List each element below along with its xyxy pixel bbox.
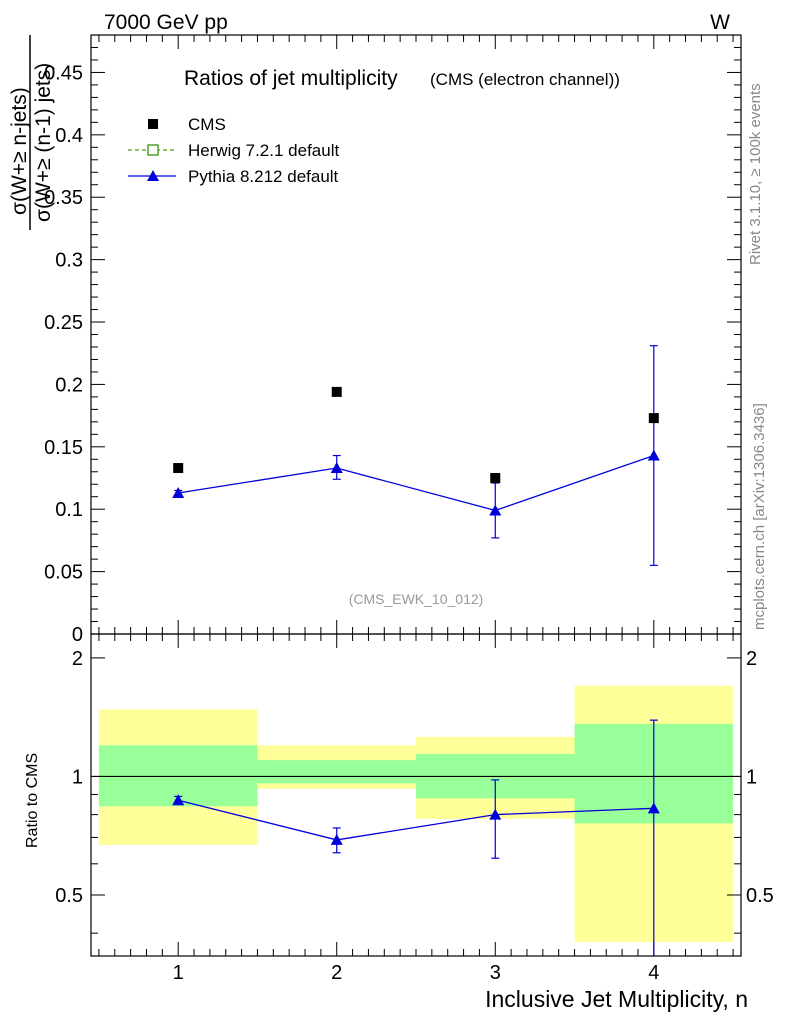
legend-marker-pythia: [147, 170, 159, 181]
ratio-pythia-point: [172, 794, 185, 806]
main-y-tick-label: 0: [72, 624, 83, 646]
ratio-y-tick-label-right: 0.5: [746, 885, 774, 907]
chart-subtitle: (CMS (electron channel)): [430, 70, 620, 89]
main-y-tick-label: 0.3: [55, 250, 83, 272]
ratio-y-tick-label: 2: [72, 648, 83, 670]
legend-label-cms: CMS: [188, 115, 226, 134]
pythia-point: [172, 486, 185, 498]
cms-point: [490, 473, 501, 484]
x-tick-labels: 1 2 3 4: [173, 962, 660, 984]
legend-label-herwig: Herwig 7.2.1 default: [188, 141, 339, 160]
ratio-y-tick-label: 0.5: [55, 885, 83, 907]
pythia-point: [489, 504, 502, 516]
ratio-bands: [98, 685, 734, 942]
ratio-frame: [90, 633, 742, 957]
x-tick-label: 2: [331, 962, 342, 984]
ratio-panel: 0.5 0.5 1 1 2 2 1 2 3 4: [55, 633, 774, 984]
ratio-series: [172, 719, 660, 956]
ratio-y-tick-labels: 0.5 0.5 1 1 2 2: [55, 648, 774, 907]
ratio-y-tick-label-right: 2: [746, 648, 757, 670]
pythia-point: [330, 462, 343, 474]
legend-label-pythia: Pythia 8.212 default: [188, 167, 339, 186]
ylabel-numerator: σ(W+≥ n-jets): [8, 87, 31, 215]
rivet-label: Rivet 3.1.10, ≥ 100k events: [747, 83, 764, 265]
main-y-tick-label: 0.45: [44, 62, 83, 84]
ratio-axis-ticks: [91, 634, 741, 956]
x-tick-label: 4: [648, 962, 659, 984]
analysis-id: (CMS_EWK_10_012): [349, 591, 484, 607]
cms-point: [173, 463, 184, 474]
main-series: [172, 345, 660, 566]
pythia-point: [647, 449, 660, 461]
ylabel-denominator: σ(W+≥ (n-1) jets): [32, 63, 55, 222]
ratio-pythia-line: [178, 799, 654, 841]
mcplots-label: mcplots.cern.ch [arXiv:1306.3436]: [751, 403, 768, 630]
ratio-band-green: [257, 760, 416, 784]
chart-title: Ratios of jet multiplicity: [184, 67, 398, 90]
ratio-y-tick-label: 1: [72, 766, 83, 788]
main-y-tick-label: 0.4: [55, 125, 83, 147]
header-left: 7000 GeV pp: [104, 11, 228, 34]
main-y-tick-label: 0.35: [44, 187, 83, 209]
main-y-tick-label: 0.05: [44, 562, 83, 584]
ratio-ylabel: Ratio to CMS: [24, 753, 41, 848]
ratio-y-tick-label-right: 1: [746, 766, 757, 788]
x-tick-label: 3: [490, 962, 501, 984]
ratio-pythia-point: [330, 833, 343, 845]
ratio-pythia-point: [489, 808, 502, 820]
main-y-tick-label: 0.25: [44, 312, 83, 334]
main-axis-ticks: [91, 34, 741, 635]
main-y-tick-label: 0.15: [44, 437, 83, 459]
ratio-pythia-point: [647, 802, 660, 814]
x-tick-label: 1: [173, 962, 184, 984]
main-y-tick-labels: 0 0.05 0.1 0.15 0.2 0.25 0.3 0.35 0.4 0.45: [44, 62, 83, 646]
main-y-tick-label: 0.1: [55, 499, 83, 521]
header-right: W: [710, 11, 730, 34]
legend: CMS Herwig 7.2.1 default Pythia 8.212 de…: [128, 115, 339, 186]
legend-marker-herwig: [147, 144, 159, 156]
main-ylabel: σ(W+≥ n-jets) σ(W+≥ (n-1) jets): [8, 35, 55, 230]
cms-point: [331, 386, 342, 397]
x-axis-label: Inclusive Jet Multiplicity, n: [485, 986, 748, 1012]
pythia-line: [178, 454, 655, 512]
legend-marker-cms: [148, 119, 158, 129]
main-y-tick-label: 0.2: [55, 374, 83, 396]
cms-point: [648, 413, 659, 424]
main-panel: 0 0.05 0.1 0.15 0.2 0.25 0.3 0.35 0.4 0.45: [44, 34, 742, 646]
